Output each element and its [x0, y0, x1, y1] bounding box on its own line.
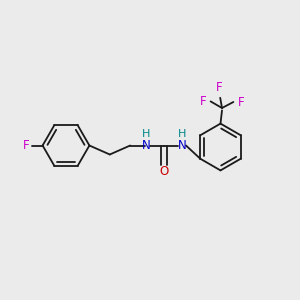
- Text: N: N: [141, 139, 150, 152]
- Text: F: F: [22, 139, 29, 152]
- Text: N: N: [177, 139, 186, 152]
- Text: H: H: [178, 129, 186, 139]
- Text: F: F: [238, 96, 244, 109]
- Text: H: H: [142, 129, 150, 139]
- Text: F: F: [216, 81, 223, 94]
- Text: O: O: [159, 165, 168, 178]
- Text: F: F: [200, 95, 206, 109]
